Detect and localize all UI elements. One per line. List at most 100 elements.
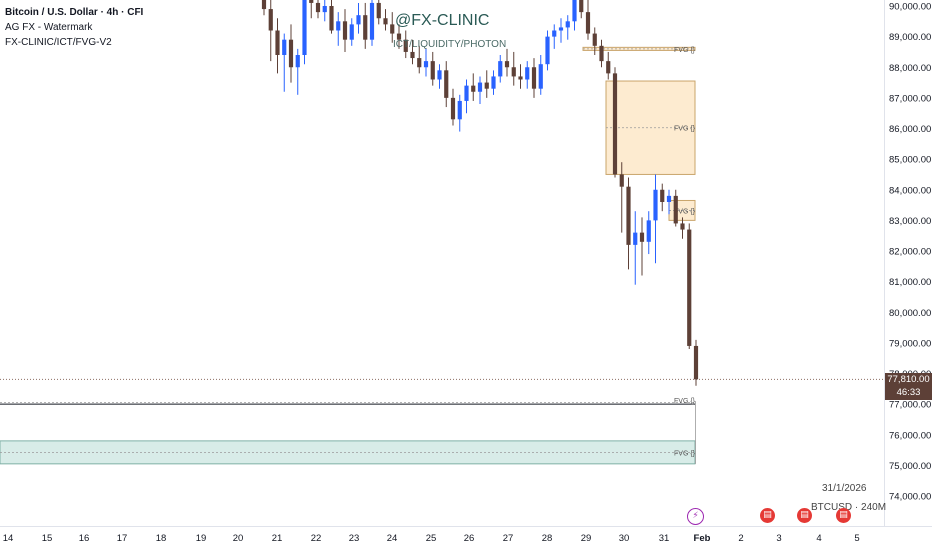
- candle: [612, 73, 618, 175]
- time-tick-label: Feb: [694, 533, 711, 544]
- candle: [356, 15, 361, 25]
- candle: [653, 189, 658, 221]
- watermark-handle: @FX-CLINIC: [395, 12, 490, 29]
- candle: [477, 82, 483, 92]
- candle: [322, 6, 327, 13]
- candle: [572, 0, 577, 22]
- last-price-value: 77,810.00: [887, 374, 930, 385]
- candle: [660, 189, 665, 202]
- candle: [261, 0, 267, 10]
- candle: [275, 30, 280, 55]
- candle: [693, 345, 699, 380]
- candle: [403, 39, 408, 52]
- time-tick-label: 15: [42, 533, 53, 544]
- us-flag-event-icon[interactable]: ▤: [836, 508, 851, 523]
- time-tick-label: 31: [659, 533, 670, 544]
- candle: [302, 0, 307, 55]
- indicator-watermark[interactable]: AG FX - Watermark: [5, 22, 93, 33]
- candle: [309, 0, 314, 3]
- time-tick-label: 20: [233, 533, 244, 544]
- fvg-label: FVG {}: [674, 47, 696, 54]
- time-tick-label: 23: [349, 533, 360, 544]
- fvg-zone: [0, 440, 696, 465]
- fvg-label: FVG {}: [674, 208, 696, 215]
- candle: [363, 15, 368, 40]
- candle: [437, 70, 442, 80]
- candle: [673, 195, 678, 224]
- price-tick-label: 86,000.00: [889, 124, 931, 135]
- price-tick-label: 85,000.00: [889, 155, 931, 166]
- candle: [315, 2, 321, 13]
- time-tick-label: 27: [503, 533, 514, 544]
- candle: [383, 18, 388, 25]
- price-tick-label: 75,000.00: [889, 461, 931, 472]
- time-tick-label: 28: [542, 533, 553, 544]
- candle: [464, 85, 469, 101]
- candle: [626, 186, 631, 245]
- candle: [592, 33, 597, 46]
- candle: [599, 45, 604, 62]
- time-tick-label: 26: [464, 533, 475, 544]
- candle: [579, 0, 584, 13]
- candle: [633, 232, 638, 245]
- candle: [268, 9, 273, 31]
- candle: [342, 21, 348, 40]
- us-flag-event-icon[interactable]: ▤: [797, 508, 812, 523]
- candle: [376, 2, 381, 19]
- candle: [430, 61, 435, 80]
- candle: [444, 70, 449, 98]
- price-tick-label: 76,000.00: [889, 430, 931, 441]
- symbol-timeframe: BTCUSD · 240M: [811, 502, 886, 513]
- candle: [646, 220, 651, 242]
- candle: [511, 67, 516, 77]
- symbol-separator: ·: [854, 502, 859, 513]
- time-tick-label: 30: [619, 533, 630, 544]
- symbol-title[interactable]: Bitcoin / U.S. Dollar · 4h · CFI: [5, 7, 144, 18]
- candle: [680, 223, 685, 230]
- last-price-tag: 77,810.00 46:33: [885, 373, 932, 400]
- price-tick-label: 74,000.00: [889, 492, 931, 503]
- time-tick-label: 14: [3, 533, 14, 544]
- candle: [639, 232, 645, 242]
- candle: [504, 61, 510, 68]
- price-axis: [884, 0, 932, 550]
- timeframe-label: 240M: [861, 502, 887, 513]
- candle: [423, 61, 429, 68]
- watermark-subtitle: ICT/LIQUIDITY/PHOTON: [393, 39, 507, 50]
- price-tick-label: 77,000.00: [889, 400, 931, 411]
- time-tick-label: 16: [79, 533, 90, 544]
- us-flag-event-icon[interactable]: ▤: [760, 508, 775, 523]
- candle: [410, 51, 415, 59]
- candle: [538, 64, 543, 89]
- price-tick-label: 90,000.00: [889, 2, 931, 13]
- indicator-fvg[interactable]: FX-CLINIC/ICT/FVG-V2: [5, 37, 112, 48]
- candle: [545, 36, 550, 65]
- fvg-label: FVG {}: [674, 398, 696, 405]
- date-stamp: 31/1/2026: [822, 483, 867, 494]
- price-tick-label: 82,000.00: [889, 247, 931, 258]
- candle: [349, 24, 354, 40]
- candle: [295, 55, 300, 68]
- candle: [484, 82, 489, 89]
- candle: [369, 2, 375, 40]
- price-tick-label: 80,000.00: [889, 308, 931, 319]
- price-tick-label: 88,000.00: [889, 63, 931, 74]
- price-tick-label: 89,000.00: [889, 32, 931, 43]
- candle: [288, 39, 294, 68]
- time-tick-label: 17: [117, 533, 128, 544]
- candle: [619, 174, 624, 187]
- candle: [491, 76, 496, 89]
- time-tick-label: 19: [196, 533, 207, 544]
- time-tick-label: 22: [311, 533, 322, 544]
- time-tick-label: 18: [156, 533, 167, 544]
- candle: [687, 229, 692, 346]
- candle: [518, 76, 523, 80]
- candle: [457, 100, 462, 120]
- candle: [396, 33, 402, 40]
- time-tick-label: 21: [272, 533, 283, 544]
- price-tick-label: 87,000.00: [889, 93, 931, 104]
- symbol-label: BTCUSD: [811, 502, 853, 513]
- lightning-event-icon[interactable]: ⚡: [687, 508, 704, 525]
- price-tick-label: 83,000.00: [889, 216, 931, 227]
